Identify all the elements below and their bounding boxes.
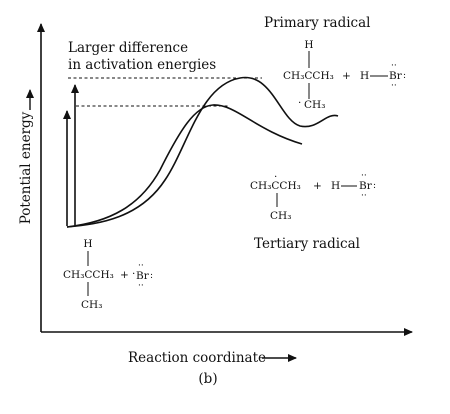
primary-radical-label: Primary radical [264, 15, 370, 31]
reactant-bottom-formula: CH₃ [81, 299, 102, 311]
tertiary-br-lone-pair-bottom: ·· [361, 191, 367, 201]
reactant-br-radical-dot: · [132, 268, 135, 280]
annotation-line-1: Larger difference [68, 40, 188, 56]
figure-caption: (b) [198, 371, 217, 387]
y-axis-label: Potential energy [18, 111, 34, 224]
tertiary-plus: + [313, 180, 322, 192]
reactant-plus: + [120, 269, 129, 281]
reactant-br-lone-pair-top: ·· [138, 261, 144, 271]
primary-br-lone-pair-right: : [403, 71, 406, 81]
primary-main-formula: CH₃CCH₃ [283, 70, 334, 82]
reactant-br: Br [136, 270, 150, 282]
annotation-line-2: in activation energies [68, 57, 216, 73]
tertiary-bottom-formula: CH₃ [270, 210, 291, 222]
primary-radical-dot: · [298, 97, 301, 109]
tertiary-radical-label: Tertiary radical [254, 236, 360, 252]
tertiary-radical-dot: · [274, 171, 277, 183]
tertiary-br-lone-pair-right: : [373, 181, 376, 191]
x-axis-label: Reaction coordinate [128, 350, 266, 366]
reactant-top-h: H [83, 238, 92, 250]
primary-bottom-formula: CH₃ [304, 99, 325, 111]
tertiary-radical-curve [66, 104, 303, 228]
tertiary-h: H [331, 180, 340, 192]
tertiary-br: Br [359, 180, 373, 192]
primary-h: H [360, 70, 369, 82]
reactant-br-lone-pair-bottom: ·· [138, 281, 144, 291]
primary-top-h: H [304, 39, 313, 51]
primary-br-lone-pair-top: ·· [391, 61, 397, 71]
primary-br: Br [389, 70, 403, 82]
primary-radical-curve [66, 76, 339, 228]
reactant-br-lone-pair-right: : [150, 271, 153, 281]
reactant-main-formula: CH₃CCH₃ [63, 269, 114, 281]
tertiary-br-lone-pair-top: ·· [361, 171, 367, 181]
primary-br-lone-pair-bottom: ·· [391, 81, 397, 91]
primary-plus: + [342, 70, 351, 82]
tertiary-main-formula: CH₃CCH₃ [250, 180, 301, 192]
